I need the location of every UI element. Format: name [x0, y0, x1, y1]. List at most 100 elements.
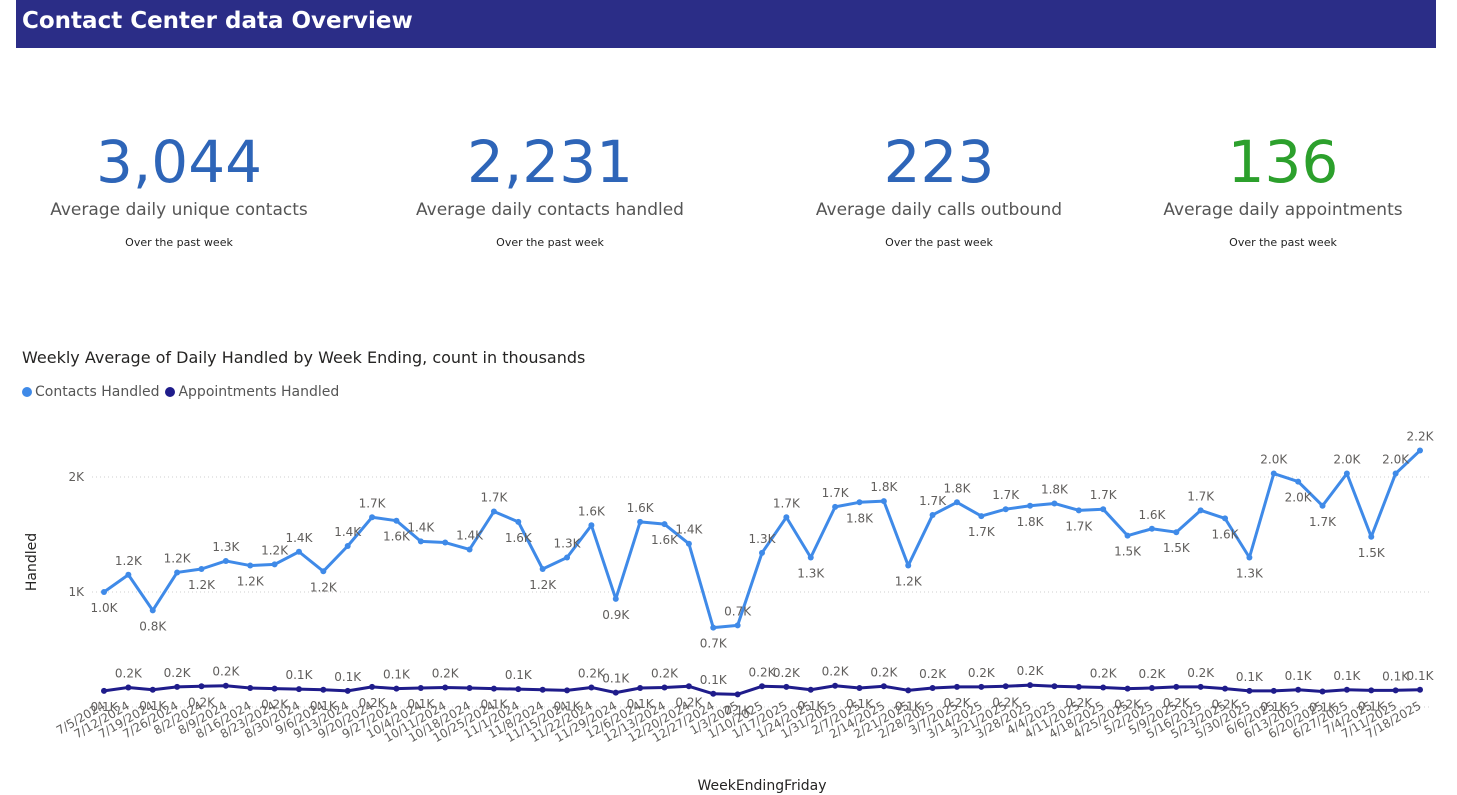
data-point	[1246, 687, 1253, 694]
data-label: 0.8K	[139, 619, 167, 633]
data-label: 0.1K	[334, 670, 362, 684]
data-label: 1.5K	[1358, 546, 1386, 560]
data-label: 1.7K	[1187, 489, 1215, 503]
data-label: 1.6K	[1138, 508, 1166, 522]
data-point	[1368, 687, 1375, 694]
data-point	[222, 557, 229, 564]
data-point	[929, 511, 936, 518]
data-point	[1148, 525, 1155, 532]
data-point	[1173, 529, 1180, 536]
data-point	[832, 503, 839, 510]
data-point	[1124, 685, 1131, 692]
data-label: 1.7K	[992, 488, 1020, 502]
data-point	[198, 566, 205, 572]
data-label: 0.2K	[1212, 698, 1240, 712]
data-point	[856, 499, 863, 506]
data-point	[1197, 683, 1204, 690]
data-label: 0.7K	[700, 637, 728, 651]
data-label: 0.1K	[407, 697, 435, 711]
data-label: 1.5K	[1163, 541, 1191, 555]
data-point	[978, 683, 985, 690]
data-label: 0.2K	[822, 665, 850, 679]
chart-title: Weekly Average of Daily Handled by Week …	[22, 348, 586, 367]
data-label: 1.4K	[407, 520, 435, 534]
data-point	[783, 683, 790, 690]
kpi-label: Average daily unique contacts	[50, 200, 308, 220]
data-point	[1368, 533, 1375, 540]
data-point	[783, 514, 790, 521]
kpi-value: 2,231	[466, 128, 634, 196]
data-point	[759, 549, 765, 556]
data-point	[734, 622, 741, 629]
data-label: 0.1K	[480, 698, 508, 712]
kpi-value: 223	[883, 128, 995, 196]
data-point	[807, 686, 814, 693]
data-label: 1.2K	[529, 578, 557, 592]
data-point	[149, 686, 156, 693]
data-point	[247, 685, 254, 692]
data-point	[1051, 500, 1058, 507]
report-header: Contact Center data Overview	[16, 0, 1436, 48]
data-point	[953, 499, 960, 506]
data-point	[247, 562, 254, 569]
data-point	[710, 624, 717, 631]
data-point	[1100, 506, 1107, 513]
data-label: 1.8K	[1041, 482, 1069, 496]
data-point	[101, 687, 107, 694]
legend-label: Contacts Handled	[35, 384, 160, 400]
data-point	[320, 568, 327, 575]
data-point	[759, 683, 765, 690]
data-label: 1.8K	[870, 480, 898, 494]
data-point	[1027, 502, 1034, 509]
data-point	[588, 522, 595, 529]
data-label: 1.7K	[919, 494, 947, 508]
data-point	[1002, 506, 1009, 513]
data-point	[953, 683, 960, 690]
data-point	[1295, 478, 1302, 485]
data-point	[515, 686, 522, 693]
data-point	[588, 684, 595, 691]
data-label: 1.6K	[651, 533, 679, 547]
data-point	[880, 683, 887, 690]
kpi-subtitle: Over the past week	[885, 236, 993, 249]
data-label: 1.7K	[1090, 488, 1118, 502]
data-label: 2.0K	[1285, 491, 1313, 505]
data-label: 0.2K	[968, 666, 996, 680]
data-label: 0.1K	[285, 668, 313, 682]
data-label: 1.6K	[578, 504, 606, 518]
data-point	[101, 589, 107, 595]
data-label: 1.6K	[383, 530, 411, 544]
data-point	[369, 514, 376, 521]
data-label: 1.4K	[456, 528, 484, 542]
y-tick-label: 2K	[68, 470, 85, 484]
data-point	[417, 538, 424, 545]
data-label: 1.7K	[1309, 515, 1337, 529]
data-point	[929, 685, 936, 692]
data-point	[515, 518, 522, 525]
data-point	[1222, 515, 1229, 522]
data-point	[612, 689, 619, 696]
data-point	[1027, 682, 1034, 689]
data-label: 1.7K	[480, 491, 508, 505]
data-label: 0.2K	[749, 665, 777, 679]
data-point	[564, 554, 571, 561]
data-point	[1319, 688, 1326, 695]
data-label: 1.8K	[846, 511, 874, 525]
kpi-subtitle: Over the past week	[1229, 236, 1337, 249]
legend-item-contacts-handled[interactable]: Contacts Handled	[22, 384, 159, 400]
data-label: 1.7K	[822, 486, 850, 500]
data-label: 1.6K	[505, 531, 533, 545]
data-label: 1.3K	[797, 567, 825, 581]
data-point	[1295, 686, 1302, 693]
data-point	[734, 691, 741, 698]
data-label: 0.2K	[212, 665, 240, 679]
data-label: 0.1K	[1309, 700, 1337, 714]
kpi-card-unique-contacts: 3,044 Average daily unique contacts Over…	[14, 128, 344, 249]
legend-item-appointments-handled[interactable]: Appointments Handled	[165, 384, 339, 400]
data-point	[539, 566, 546, 572]
data-point	[1343, 470, 1350, 477]
data-label: 1.4K	[675, 523, 703, 537]
data-point	[661, 684, 668, 691]
data-label: 0.1K	[1260, 700, 1288, 714]
kpi-subtitle: Over the past week	[125, 236, 233, 249]
